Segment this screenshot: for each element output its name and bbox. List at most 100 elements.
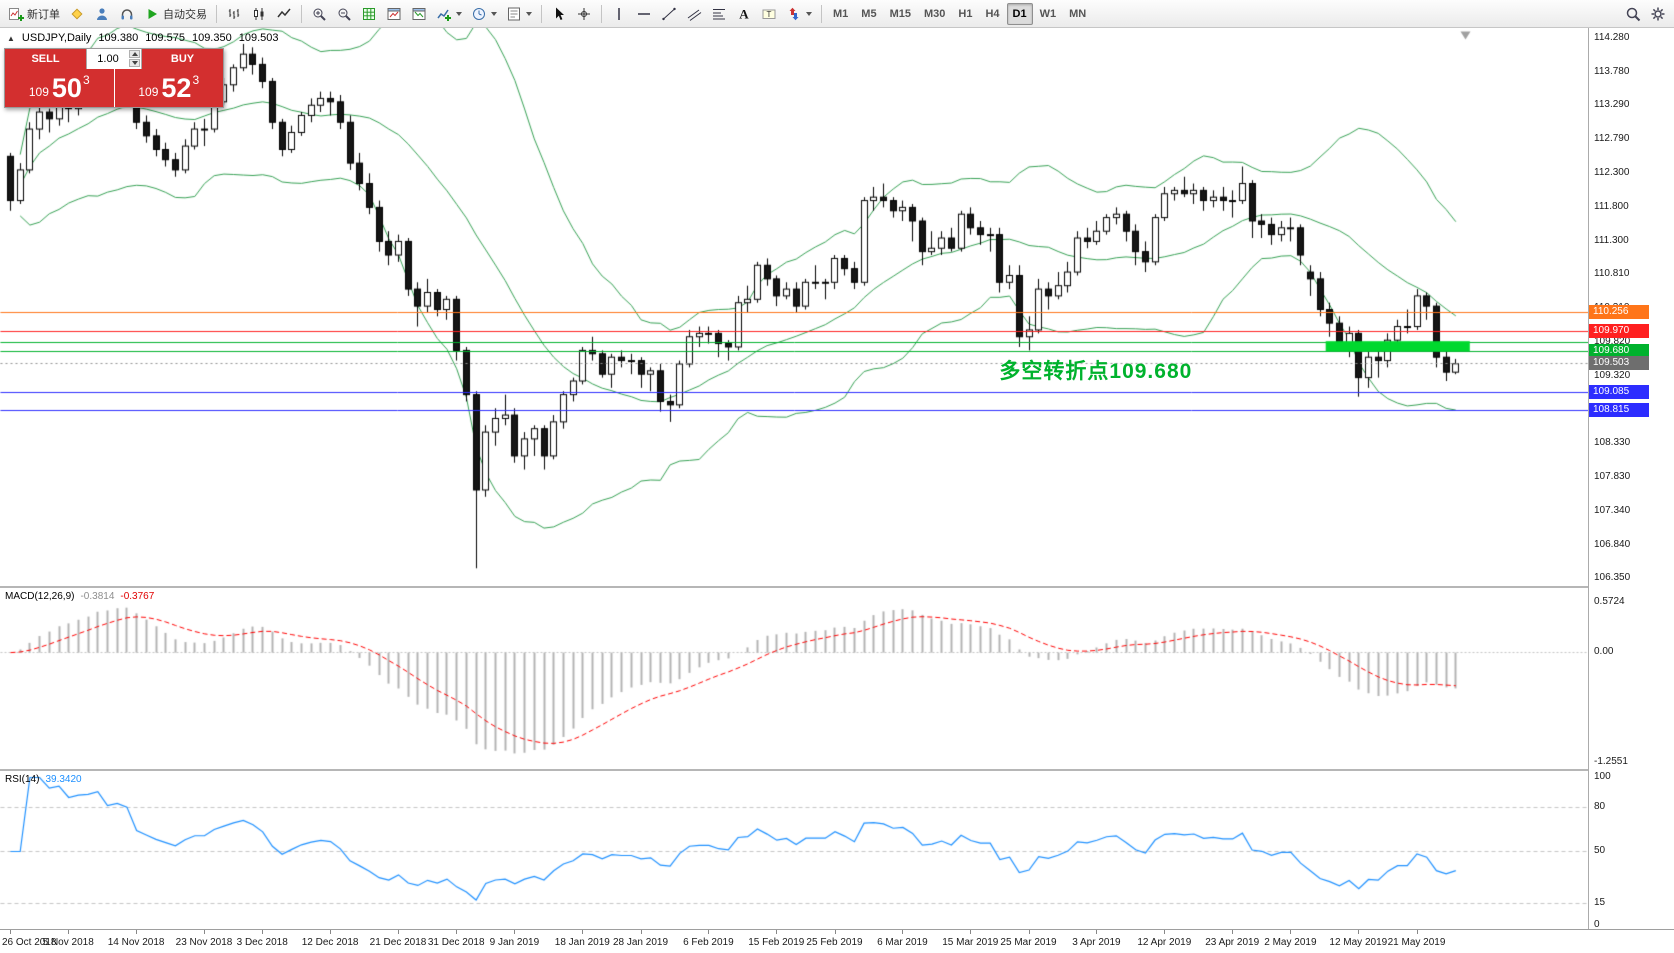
search-icon bbox=[1625, 6, 1641, 22]
date-axis-label: 2 May 2019 bbox=[1264, 937, 1317, 948]
price-axis-label: 111.800 bbox=[1594, 200, 1629, 212]
buy-button[interactable]: BUY bbox=[142, 49, 223, 69]
vertical-line-button[interactable] bbox=[607, 3, 631, 25]
arrange-windows-button[interactable] bbox=[407, 3, 431, 25]
support-button[interactable] bbox=[115, 3, 139, 25]
label-icon: T bbox=[761, 6, 777, 22]
zoom-out-button[interactable] bbox=[332, 3, 356, 25]
chart-settings-button[interactable] bbox=[1646, 3, 1670, 25]
timeframe-button-M15[interactable]: M15 bbox=[884, 3, 917, 25]
chevron-down-icon bbox=[526, 11, 532, 16]
diamond-icon bbox=[69, 6, 85, 22]
autotrading-button-label: 自动交易 bbox=[163, 8, 207, 21]
macd-axis-label: -1.2551 bbox=[1594, 756, 1628, 767]
time-axis[interactable]: 26 Oct 2018 5 Nov 2018 14 Nov 2018 23 Nov 2… bbox=[0, 929, 1674, 953]
indicators-button[interactable] bbox=[432, 3, 466, 25]
turning-point-annotation[interactable]: 多空转折点109.680 bbox=[999, 360, 1193, 384]
svg-text:A: A bbox=[739, 6, 749, 21]
horizontal-line-button[interactable] bbox=[632, 3, 656, 25]
price-axis-label: 107.830 bbox=[1594, 471, 1631, 483]
candlestick-chart-button[interactable] bbox=[247, 3, 271, 25]
channel-button[interactable] bbox=[682, 3, 706, 25]
price-axis-label: 113.780 bbox=[1594, 66, 1630, 78]
rsi-indicator-canvas[interactable] bbox=[0, 771, 1588, 929]
date-axis-label: 18 Jan 2019 bbox=[554, 937, 610, 948]
sell-button[interactable]: SELL bbox=[5, 49, 86, 69]
timeframe-button-H4[interactable]: H4 bbox=[979, 3, 1005, 25]
timeframe-button-M1[interactable]: M1 bbox=[827, 3, 854, 25]
indicators-icon bbox=[436, 6, 452, 22]
date-axis-label: 12 May 2019 bbox=[1329, 937, 1388, 948]
cascade-windows-button[interactable] bbox=[382, 3, 406, 25]
time-axis-tick bbox=[204, 930, 205, 934]
macd-value-main: -0.3814 bbox=[80, 591, 115, 602]
timeframe-button-MN[interactable]: MN bbox=[1063, 3, 1092, 25]
volume-decrease-button[interactable] bbox=[129, 59, 140, 67]
text-button[interactable]: A bbox=[732, 3, 756, 25]
mql5-community-button[interactable] bbox=[65, 3, 89, 25]
autotrading-button[interactable]: 自动交易 bbox=[140, 3, 211, 25]
trendline-icon bbox=[661, 6, 677, 22]
zoom-in-button[interactable] bbox=[307, 3, 331, 25]
pane-separator-rsi[interactable] bbox=[0, 769, 1674, 771]
time-axis-tick bbox=[136, 930, 138, 934]
price-axis-label: 107.340 bbox=[1594, 504, 1631, 516]
price-axis[interactable]: 114.280 113.780 113.290 112.790 112.300 111.8… bbox=[1588, 28, 1674, 930]
trendline-button[interactable] bbox=[657, 3, 681, 25]
chart-window2-icon bbox=[411, 6, 427, 22]
candles-icon bbox=[251, 6, 267, 22]
date-axis-label: 9 Jan 2019 bbox=[489, 937, 540, 948]
time-axis-tick bbox=[1096, 930, 1098, 934]
arrows-button[interactable] bbox=[782, 3, 816, 25]
settings-icon bbox=[1650, 6, 1666, 22]
crosshair-icon bbox=[576, 6, 592, 22]
timeframe-button-D1[interactable]: D1 bbox=[1006, 2, 1033, 25]
cursor-button[interactable] bbox=[547, 3, 571, 25]
tile-windows-button[interactable] bbox=[357, 3, 381, 25]
rsi-header: RSI(14) 39.3420 bbox=[5, 774, 82, 785]
bar-chart-button[interactable] bbox=[222, 3, 246, 25]
toolbar-separator bbox=[301, 4, 302, 23]
rsi-axis-label: 100 bbox=[1594, 771, 1611, 782]
sell-price-prefix: 109 bbox=[28, 85, 49, 99]
line-chart-button[interactable] bbox=[272, 3, 296, 25]
cursor-icon bbox=[551, 6, 567, 22]
timeframe-button-M30[interactable]: M30 bbox=[918, 3, 951, 25]
volume-increase-button[interactable] bbox=[129, 50, 140, 58]
arrows-icon bbox=[786, 6, 802, 22]
date-axis-label: 23 Nov 2018 bbox=[175, 937, 233, 948]
time-axis-tick bbox=[708, 930, 710, 934]
macd-indicator-canvas[interactable] bbox=[0, 588, 1588, 769]
periods-button[interactable] bbox=[467, 3, 501, 25]
text-label-button[interactable]: T bbox=[757, 3, 781, 25]
sell-price-big: 50 bbox=[51, 73, 82, 103]
volume-input[interactable] bbox=[89, 51, 127, 67]
search-button[interactable] bbox=[1621, 3, 1645, 25]
templates-button[interactable] bbox=[502, 3, 536, 25]
time-axis-tick bbox=[582, 930, 584, 934]
crosshair-button[interactable] bbox=[572, 3, 596, 25]
price-axis-label: 109.320 bbox=[1594, 369, 1631, 381]
one-click-collapse-icon[interactable]: ▲ bbox=[7, 33, 15, 43]
pane-separator-macd[interactable] bbox=[0, 586, 1674, 588]
ohlc-high: 109.575 bbox=[145, 32, 185, 44]
fibonacci-button[interactable] bbox=[707, 3, 731, 25]
date-axis-label: 15 Feb 2019 bbox=[748, 937, 805, 948]
price-chart-canvas[interactable] bbox=[0, 28, 1588, 586]
timeframe-button-W1[interactable]: W1 bbox=[1034, 3, 1063, 25]
buy-price-display[interactable]: 109 52 3 bbox=[114, 69, 223, 107]
toolbar-separator bbox=[216, 4, 217, 23]
timeframe-button-H1[interactable]: H1 bbox=[952, 3, 978, 25]
timeframe-button-M5[interactable]: M5 bbox=[855, 3, 882, 25]
date-axis-label: 6 Feb 2019 bbox=[683, 937, 734, 948]
user-profile-button[interactable] bbox=[90, 3, 114, 25]
time-axis-tick bbox=[514, 930, 516, 934]
sell-price-display[interactable]: 109 50 3 bbox=[5, 69, 114, 107]
price-axis-label: 111.300 bbox=[1594, 234, 1629, 246]
time-axis-tick bbox=[1416, 930, 1418, 934]
ohlc-low: 109.350 bbox=[191, 32, 232, 44]
date-axis-label: 28 Jan 2019 bbox=[612, 937, 669, 948]
new-order-button[interactable]: 新订单 bbox=[4, 3, 64, 25]
macd-axis-label: 0.5724 bbox=[1594, 596, 1625, 607]
